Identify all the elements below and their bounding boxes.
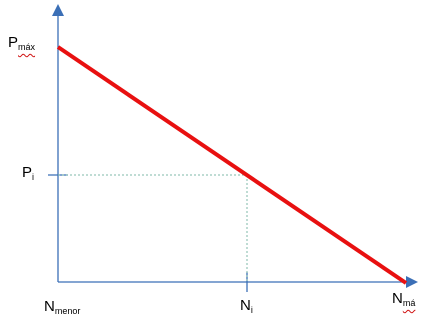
p-i-label-sub: i [32,172,35,182]
demand-line [56,45,408,285]
n-menor-label: Nmenor [44,298,80,316]
n-max-label-sub: má [402,298,416,308]
p-i-label-main: P [22,164,33,181]
n-menor-label-sub: menor [54,306,81,316]
y-axis-arrow-icon [52,4,64,16]
p-max-label: Pmáx [8,34,35,52]
n-max-label: Nmá [392,290,415,308]
p-max-label-sub: máx [18,42,36,52]
p-max-label-main: P [8,34,19,51]
n-max-label-main: N [392,290,403,307]
n-i-label-main: N [240,297,251,314]
x-axis-arrow-icon [406,276,418,288]
n-i-label-sub: i [250,305,253,315]
p-i-label: Pi [22,164,34,182]
n-menor-label-main: N [44,298,55,315]
n-i-label: Ni [240,297,253,315]
